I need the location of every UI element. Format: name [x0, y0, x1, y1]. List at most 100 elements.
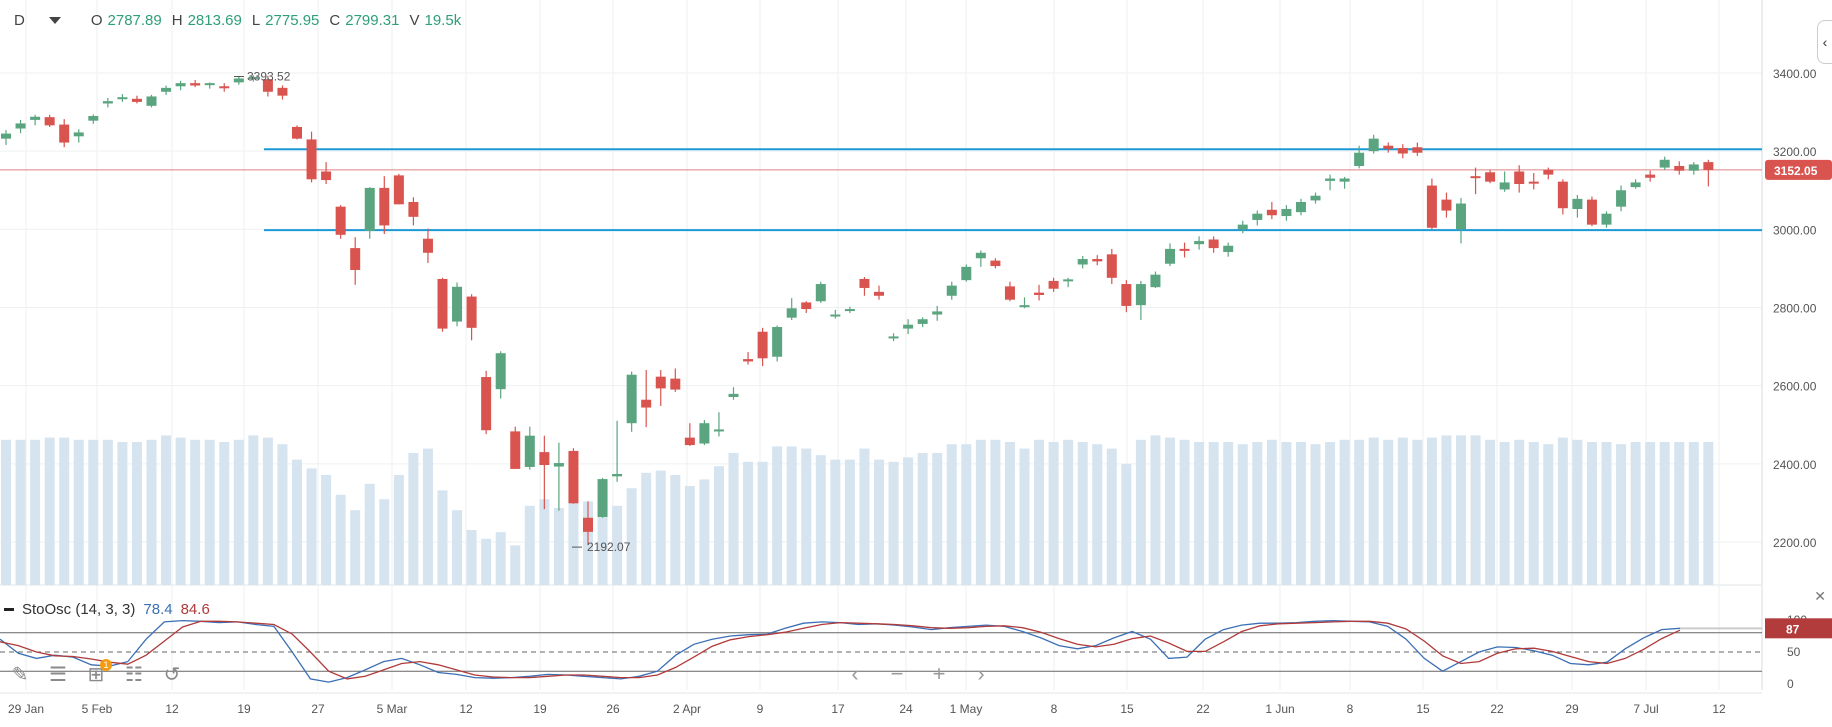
candle-down[interactable] — [1383, 145, 1394, 149]
candle-up[interactable] — [946, 285, 957, 296]
price-axis[interactable]: 3400.00 3200.00 3000.00 2800.00 2600.00 2400.… — [1765, 67, 1832, 691]
candle-up[interactable] — [1499, 182, 1510, 190]
zoom-in-button[interactable]: + — [932, 661, 946, 686]
scroll-right-button[interactable]: › — [977, 661, 985, 686]
candle-down[interactable] — [277, 87, 288, 96]
candle-up[interactable] — [1295, 201, 1306, 213]
candle-down[interactable] — [583, 517, 593, 532]
candle-down[interactable] — [568, 450, 579, 504]
candle-down[interactable] — [1703, 162, 1714, 170]
candle-up[interactable] — [161, 87, 172, 92]
candle-up[interactable] — [524, 435, 535, 467]
candle-down[interactable] — [1645, 174, 1656, 178]
zoom-out-button[interactable]: − — [890, 661, 904, 686]
candle-up[interactable] — [961, 266, 972, 281]
candle-up[interactable] — [553, 463, 564, 467]
candle-up[interactable] — [786, 308, 797, 318]
candle-down[interactable] — [1514, 171, 1525, 184]
candle-up[interactable] — [1572, 198, 1583, 210]
candle-up[interactable] — [495, 353, 506, 390]
candle-up[interactable] — [728, 393, 739, 398]
indicator-legend[interactable]: StoOsc (14, 3, 3) 78.4 84.6 — [4, 601, 210, 618]
candle-up[interactable] — [1688, 164, 1699, 171]
candle-up[interactable] — [73, 132, 84, 137]
candle-down[interactable] — [306, 139, 317, 180]
candle-up[interactable] — [713, 429, 724, 432]
candlesticks[interactable] — [1, 75, 1714, 546]
candle-up[interactable] — [1659, 159, 1670, 168]
candle-down[interactable] — [1121, 284, 1132, 306]
candle-up[interactable] — [1601, 213, 1612, 225]
candle-up[interactable] — [1194, 241, 1205, 245]
candle-down[interactable] — [219, 86, 230, 89]
close-icon[interactable]: ✕ — [1814, 588, 1826, 604]
candle-up[interactable] — [597, 479, 608, 517]
candle-down[interactable] — [670, 378, 681, 390]
candle-up[interactable] — [1063, 279, 1074, 282]
candle-down[interactable] — [1674, 166, 1685, 171]
candle-up[interactable] — [364, 187, 375, 231]
candle-up[interactable] — [248, 76, 259, 79]
candle-down[interactable] — [1485, 172, 1496, 182]
pencil-icon[interactable]: ✎ — [11, 664, 29, 686]
candle-up[interactable] — [1325, 178, 1336, 181]
candle-up[interactable] — [1, 133, 11, 139]
candle-down[interactable] — [437, 278, 448, 329]
sliders-icon[interactable]: ☷ — [125, 664, 143, 686]
candle-down[interactable] — [466, 296, 477, 328]
candle-up[interactable] — [932, 311, 943, 315]
candle-up[interactable] — [1310, 195, 1321, 201]
candle-down[interactable] — [131, 98, 142, 102]
candle-up[interactable] — [1339, 178, 1350, 182]
candle-up[interactable] — [102, 101, 113, 104]
horizontal-levels[interactable] — [0, 148, 1762, 232]
candle-down[interactable] — [59, 124, 70, 143]
interval-label[interactable]: D — [14, 12, 25, 29]
candle-up[interactable] — [88, 115, 99, 121]
candle-up[interactable] — [1281, 209, 1292, 217]
candle-up[interactable] — [30, 116, 41, 120]
candle-down[interactable] — [641, 399, 652, 408]
chevron-left-icon[interactable]: ‹ — [1817, 20, 1832, 64]
candle-down[interactable] — [1092, 259, 1103, 262]
stochastic-panel[interactable] — [0, 619, 1762, 683]
collapse-indicator-icon[interactable] — [4, 608, 14, 611]
candle-up[interactable] — [1165, 248, 1175, 264]
candle-down[interactable] — [757, 331, 768, 359]
candle-up[interactable] — [830, 314, 841, 317]
candle-up[interactable] — [1354, 152, 1365, 167]
candle-down[interactable] — [1397, 148, 1408, 154]
candle-down[interactable] — [1179, 248, 1190, 251]
candle-down[interactable] — [1034, 292, 1045, 295]
candle-down[interactable] — [379, 187, 390, 226]
candle-down[interactable] — [874, 291, 884, 296]
candle-up[interactable] — [975, 252, 986, 259]
candle-up[interactable] — [15, 123, 26, 129]
candle-up[interactable] — [1019, 305, 1030, 308]
candle-down[interactable] — [1004, 286, 1015, 300]
candle-down[interactable] — [1426, 185, 1437, 228]
candle-down[interactable] — [655, 376, 666, 389]
chevron-down-icon[interactable] — [48, 17, 61, 24]
candle-down[interactable] — [1106, 254, 1117, 278]
candle-down[interactable] — [350, 248, 361, 270]
candle-down[interactable] — [292, 126, 302, 139]
candle-down[interactable] — [1048, 280, 1059, 289]
candle-down[interactable] — [422, 238, 433, 253]
candle-up[interactable] — [146, 96, 157, 106]
candle-up[interactable] — [1077, 259, 1088, 265]
candle-down[interactable] — [1543, 169, 1554, 175]
candle-up[interactable] — [772, 327, 783, 357]
candle-up[interactable] — [888, 336, 899, 339]
candle-up[interactable] — [1630, 182, 1641, 188]
candle-up[interactable] — [844, 309, 855, 312]
candle-up[interactable] — [233, 78, 244, 83]
candle-up[interactable] — [1368, 138, 1379, 152]
candle-up[interactable] — [1456, 203, 1466, 230]
plus-box-icon[interactable]: ⊞ 1 — [84, 659, 112, 687]
candle-up[interactable] — [626, 374, 637, 424]
candle-down[interactable] — [1441, 199, 1452, 211]
candle-down[interactable] — [262, 79, 273, 92]
candle-down[interactable] — [801, 302, 812, 310]
candle-up[interactable] — [1616, 190, 1627, 207]
